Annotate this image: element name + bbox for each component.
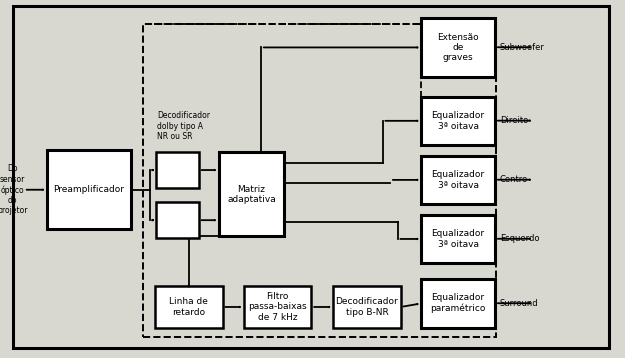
Text: Matriz
adaptativa: Matriz adaptativa bbox=[228, 184, 276, 204]
Bar bbox=[421, 279, 495, 328]
Text: Preamplificador: Preamplificador bbox=[54, 185, 124, 194]
Text: Esquerdo: Esquerdo bbox=[500, 234, 539, 243]
Text: Surround: Surround bbox=[500, 299, 539, 308]
Text: Direito: Direito bbox=[500, 116, 528, 125]
Bar bbox=[142, 24, 496, 337]
Text: Equalizador
paramétrico: Equalizador paramétrico bbox=[431, 294, 486, 313]
Text: Equalizador
3ª oitava: Equalizador 3ª oitava bbox=[432, 229, 485, 249]
Text: Centro: Centro bbox=[500, 175, 528, 184]
Text: Equalizador
3ª oitava: Equalizador 3ª oitava bbox=[432, 170, 485, 190]
Bar bbox=[333, 286, 401, 328]
Bar bbox=[244, 286, 311, 328]
Text: Equalizador
3ª oitava: Equalizador 3ª oitava bbox=[432, 111, 485, 131]
Bar bbox=[421, 156, 495, 204]
Text: Do
sensor
óptico
do
projetor: Do sensor óptico do projetor bbox=[0, 164, 28, 216]
Bar bbox=[421, 215, 495, 263]
Bar bbox=[47, 150, 131, 229]
Bar bbox=[156, 202, 199, 238]
Bar bbox=[421, 18, 495, 77]
Text: Linha de
retardo: Linha de retardo bbox=[169, 297, 208, 317]
Bar bbox=[155, 286, 222, 328]
Text: Subwoofer: Subwoofer bbox=[500, 43, 545, 52]
Bar bbox=[421, 97, 495, 145]
Text: Filtro
passa-baixas
de 7 kHz: Filtro passa-baixas de 7 kHz bbox=[248, 292, 307, 322]
Bar bbox=[156, 152, 199, 188]
Text: Extensão
de
graves: Extensão de graves bbox=[438, 33, 479, 62]
Bar bbox=[219, 152, 284, 236]
Text: Decodificador
dolby tipo A
NR ou SR: Decodificador dolby tipo A NR ou SR bbox=[157, 111, 210, 141]
Text: Decodificador
tipo B-NR: Decodificador tipo B-NR bbox=[336, 297, 398, 317]
